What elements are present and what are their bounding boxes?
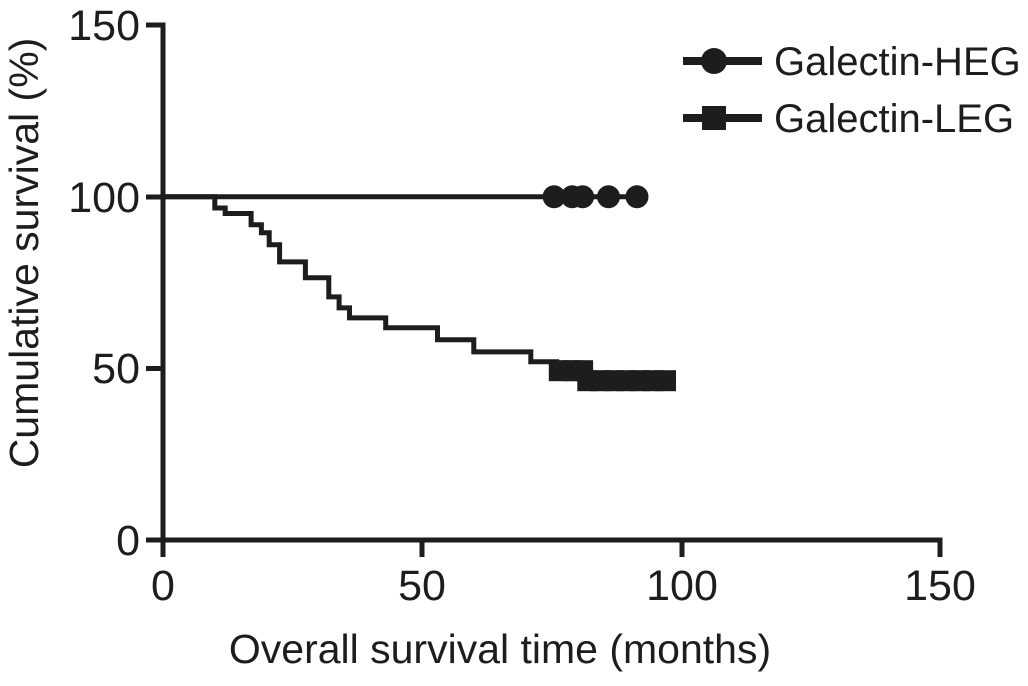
censor-mark-circle (542, 185, 566, 209)
y-tick-label-0: 0 (116, 517, 140, 565)
legend: Galectin-HEG Galectin-LEG (683, 40, 1021, 141)
y-axis-title: Cumulative survival (%) (1, 38, 47, 469)
y-tick-label-150: 150 (68, 2, 140, 50)
y-tick-label-100: 100 (68, 174, 140, 222)
legend-circle-icon (701, 48, 727, 74)
x-tick-label-150: 150 (904, 562, 976, 610)
legend-item-heg: Galectin-HEG (683, 40, 1021, 84)
legend-square-icon (702, 106, 726, 130)
censor-mark-circle (571, 185, 595, 209)
series-layer (163, 185, 676, 392)
x-tick-label-50: 50 (398, 562, 446, 610)
censor-mark-circle (597, 185, 620, 209)
y-tick-label-50: 50 (92, 345, 140, 393)
legend-label-heg: Galectin-HEG (774, 40, 1021, 84)
y-tick-labels: 150 100 50 0 (68, 2, 140, 565)
curve-galectin-leg (163, 194, 671, 384)
x-tick-label-0: 0 (151, 562, 175, 610)
censor-mark-square (655, 370, 676, 392)
axes (146, 22, 943, 557)
censor-mark-circle (625, 185, 649, 209)
x-tick-label-100: 100 (646, 562, 718, 610)
legend-item-leg: Galectin-LEG (683, 97, 1014, 141)
legend-label-leg: Galectin-LEG (774, 97, 1014, 141)
x-axis-title: Overall survival time (months) (229, 626, 771, 672)
x-tick-labels: 0 50 100 150 (151, 562, 976, 610)
